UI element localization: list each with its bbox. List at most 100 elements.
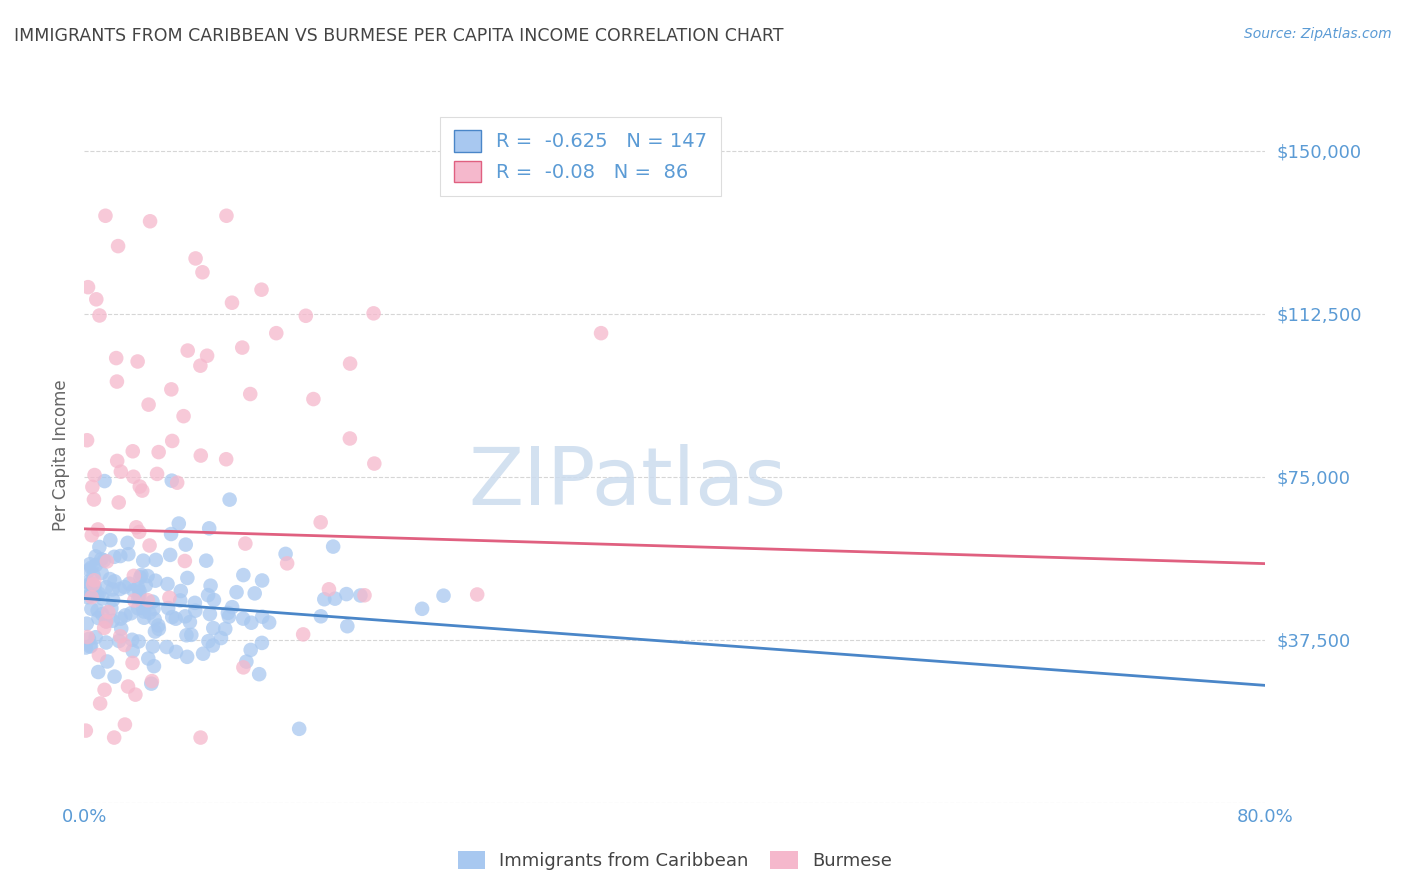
Point bbox=[101, 592, 124, 607]
Point bbox=[107, 239, 129, 253]
Point bbox=[76, 591, 98, 605]
Point bbox=[141, 676, 163, 690]
Point bbox=[79, 558, 101, 572]
Point bbox=[591, 326, 613, 341]
Point bbox=[160, 383, 183, 397]
Point bbox=[353, 588, 375, 602]
Point bbox=[76, 630, 98, 644]
Point bbox=[77, 586, 100, 600]
Point bbox=[309, 609, 332, 624]
Point bbox=[136, 593, 159, 607]
Point bbox=[174, 609, 197, 624]
Point bbox=[75, 723, 97, 738]
Point bbox=[96, 554, 118, 568]
Point bbox=[128, 584, 150, 599]
Point bbox=[118, 576, 141, 591]
Point bbox=[250, 636, 273, 650]
Point bbox=[121, 444, 143, 458]
Point bbox=[80, 639, 103, 653]
Point bbox=[335, 587, 357, 601]
Point bbox=[465, 587, 488, 601]
Point bbox=[132, 601, 155, 615]
Point bbox=[83, 579, 105, 593]
Point bbox=[110, 465, 132, 479]
Point bbox=[323, 591, 346, 606]
Point bbox=[349, 589, 371, 603]
Point bbox=[96, 615, 118, 629]
Point bbox=[138, 539, 160, 553]
Point bbox=[184, 596, 207, 610]
Point bbox=[235, 655, 257, 669]
Point bbox=[302, 392, 325, 406]
Point bbox=[110, 612, 132, 626]
Point bbox=[136, 651, 159, 665]
Point bbox=[157, 601, 180, 615]
Point bbox=[218, 492, 240, 507]
Point bbox=[100, 601, 122, 615]
Point bbox=[202, 621, 225, 635]
Point bbox=[93, 553, 115, 567]
Point bbox=[276, 557, 298, 571]
Point bbox=[117, 547, 139, 561]
Point bbox=[131, 568, 153, 582]
Point bbox=[76, 434, 98, 448]
Text: IMMIGRANTS FROM CARIBBEAN VS BURMESE PER CAPITA INCOME CORRELATION CHART: IMMIGRANTS FROM CARIBBEAN VS BURMESE PER… bbox=[14, 27, 783, 45]
Point bbox=[103, 670, 125, 684]
Point bbox=[139, 214, 162, 228]
Point bbox=[84, 630, 107, 644]
Point bbox=[77, 632, 100, 646]
Point bbox=[225, 585, 247, 599]
Point bbox=[90, 552, 112, 566]
Point bbox=[195, 349, 218, 363]
Point bbox=[232, 660, 254, 674]
Point bbox=[197, 634, 219, 648]
Point bbox=[101, 614, 124, 628]
Point bbox=[160, 434, 183, 448]
Point bbox=[84, 293, 107, 307]
Point bbox=[200, 579, 222, 593]
Point bbox=[173, 554, 195, 568]
Point bbox=[363, 457, 385, 471]
Point bbox=[83, 574, 105, 588]
Point bbox=[190, 449, 212, 463]
Point bbox=[82, 577, 104, 591]
Point bbox=[190, 731, 212, 745]
Point bbox=[89, 540, 111, 554]
Point bbox=[97, 605, 120, 619]
Point bbox=[250, 574, 273, 588]
Point bbox=[202, 593, 225, 607]
Point bbox=[235, 536, 257, 550]
Point bbox=[87, 587, 110, 601]
Point bbox=[79, 640, 101, 654]
Point bbox=[176, 628, 198, 642]
Point bbox=[127, 354, 149, 368]
Point bbox=[339, 357, 361, 371]
Point bbox=[174, 538, 197, 552]
Point bbox=[98, 572, 121, 586]
Point bbox=[120, 607, 142, 621]
Point bbox=[87, 665, 110, 679]
Point bbox=[127, 581, 149, 595]
Point bbox=[141, 674, 163, 689]
Point bbox=[134, 605, 156, 619]
Point bbox=[165, 645, 187, 659]
Text: Source: ZipAtlas.com: Source: ZipAtlas.com bbox=[1244, 27, 1392, 41]
Point bbox=[309, 516, 332, 530]
Point bbox=[184, 252, 207, 266]
Point bbox=[148, 622, 170, 636]
Point bbox=[215, 209, 238, 223]
Point bbox=[77, 280, 100, 294]
Point bbox=[432, 589, 454, 603]
Point bbox=[257, 615, 280, 630]
Point bbox=[314, 592, 336, 607]
Point bbox=[191, 265, 214, 279]
Point bbox=[94, 209, 117, 223]
Point bbox=[221, 600, 243, 615]
Point bbox=[132, 554, 155, 568]
Point bbox=[84, 558, 107, 572]
Point bbox=[103, 574, 125, 589]
Point bbox=[114, 608, 136, 623]
Point bbox=[195, 554, 218, 568]
Point bbox=[274, 547, 297, 561]
Point bbox=[121, 644, 143, 658]
